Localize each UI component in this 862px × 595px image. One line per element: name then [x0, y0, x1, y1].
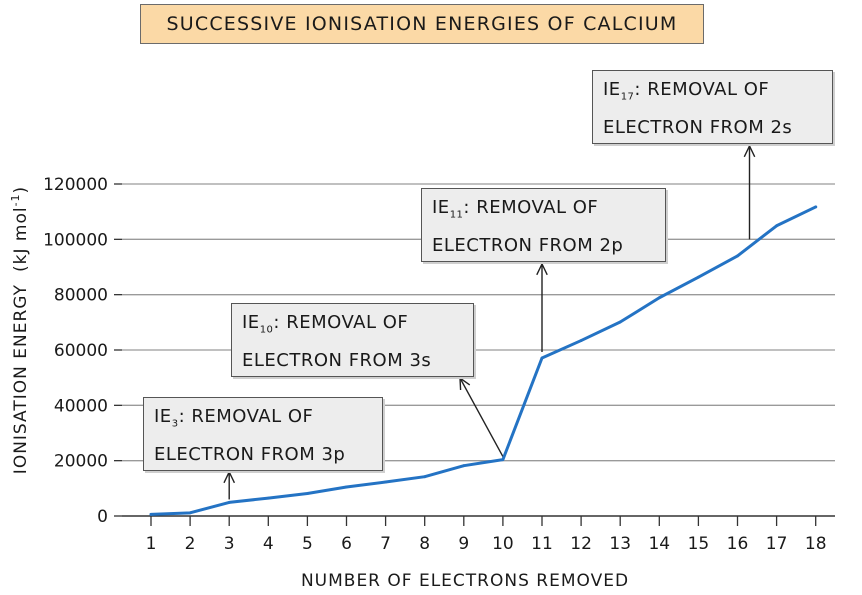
x-tick-label: 5 — [302, 534, 313, 554]
y-tick-label: 40000 — [54, 396, 108, 416]
annotation-line2: ELECTRON FROM 3s — [242, 349, 432, 371]
annotation-subscript: 17 — [620, 91, 635, 103]
x-tick-label: 12 — [570, 534, 592, 554]
x-tick-label: 4 — [263, 534, 274, 554]
data-point — [423, 475, 427, 479]
y-tick-label: 120000 — [43, 175, 108, 195]
y-tick-label: 20000 — [54, 452, 108, 472]
data-point — [266, 496, 270, 500]
annotation-ie10: IE10: REMOVAL OF ELECTRON FROM 3s — [231, 303, 474, 377]
x-tick-label: 18 — [805, 534, 827, 554]
annotation-line2: ELECTRON FROM 2p — [432, 234, 624, 256]
data-point — [345, 485, 348, 489]
annotation-subscript: 3 — [171, 418, 179, 430]
annotation-ie17: IE17: REMOVAL OF ELECTRON FROM 2s — [592, 70, 833, 144]
annotation-line2: ELECTRON FROM 3p — [154, 443, 346, 465]
x-tick-label: 8 — [419, 534, 430, 554]
series-line — [149, 205, 818, 516]
x-tick-label: 14 — [648, 534, 670, 554]
x-tick-label: 9 — [458, 534, 469, 554]
y-axis-label-unit: (kJ mol — [11, 206, 31, 272]
annotation-arrow — [536, 262, 548, 352]
annotation-line1: : REMOVAL OF — [634, 79, 770, 100]
data-point — [462, 464, 466, 468]
annotation-arrow — [743, 144, 756, 240]
x-tick-label: 10 — [492, 534, 514, 554]
annotation-subscript: 11 — [449, 209, 464, 221]
data-point — [736, 254, 739, 258]
data-point — [697, 275, 700, 279]
data-point — [149, 512, 153, 516]
y-tick-label: 100000 — [43, 230, 108, 250]
data-point — [540, 356, 544, 360]
annotation-line1: : REMOVAL OF — [273, 312, 409, 333]
annotation-subscript: 10 — [259, 324, 274, 336]
y-axis-label-main: IONISATION ENERGY — [11, 284, 31, 474]
data-point — [227, 501, 231, 504]
y-tick-label: 0 — [97, 507, 108, 527]
x-tick-label: 17 — [766, 534, 788, 554]
x-tick-label: 2 — [185, 534, 196, 554]
x-tick-label: 16 — [727, 534, 749, 554]
data-point — [188, 511, 192, 515]
data-point — [306, 492, 309, 495]
data-point — [657, 296, 661, 300]
chart-title: SUCCESSIVE IONISATION ENERGIES OF CALCIU… — [140, 4, 704, 44]
x-tick-label: 11 — [531, 534, 553, 554]
annotation-arrow — [459, 376, 504, 457]
data-point — [579, 339, 583, 342]
x-axis-label: NUMBER OF ELECTRONS REMOVED — [301, 571, 629, 591]
annotation-line1: : REMOVAL OF — [463, 197, 599, 218]
x-tick-label: 15 — [688, 534, 710, 554]
y-axis-label-exponent: -1 — [9, 193, 22, 206]
x-tick-label: 7 — [380, 534, 391, 554]
x-tick-label: 3 — [224, 534, 235, 554]
annotation-line2: ELECTRON FROM 2s — [603, 116, 793, 138]
annotation-ie3: IE3: REMOVAL OF ELECTRON FROM 3p — [143, 397, 383, 471]
y-axis-label: IONISATION ENERGY (kJ mol-1) — [9, 186, 31, 474]
x-axis-ticks: 1 2 3 4 5 6 7 8 9 10 11 12 13 14 15 16 17 18 — [146, 516, 827, 554]
x-tick-label: 1 — [146, 534, 157, 554]
data-point — [814, 205, 818, 209]
series-layer — [149, 205, 818, 516]
annotation-prefix: IE — [603, 79, 621, 100]
data-point — [775, 224, 778, 228]
annotation-line1: : REMOVAL OF — [178, 406, 314, 427]
annotation-prefix: IE — [432, 197, 450, 218]
data-point — [618, 320, 622, 324]
annotation-arrow — [223, 470, 236, 500]
y-axis-label-close: ) — [11, 186, 31, 194]
annotation-arrows — [223, 144, 756, 500]
x-tick-label: 6 — [341, 534, 352, 554]
data-point — [384, 480, 387, 484]
data-point — [501, 458, 505, 462]
y-tick-label: 80000 — [54, 286, 108, 306]
annotation-ie11: IE11: REMOVAL OF ELECTRON FROM 2p — [421, 188, 666, 262]
annotation-prefix: IE — [242, 312, 260, 333]
x-tick-label: 13 — [609, 534, 631, 554]
y-tick-label: 60000 — [54, 341, 108, 361]
y-axis-ticks: 0 20000 40000 60000 80000 100000 120000 — [43, 175, 122, 527]
annotation-prefix: IE — [154, 406, 172, 427]
